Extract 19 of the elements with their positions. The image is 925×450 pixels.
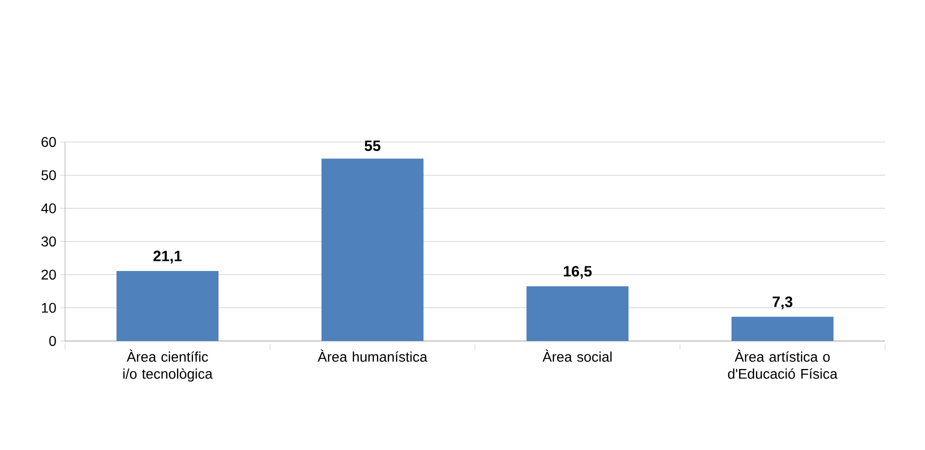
data-label: 55 [364,140,380,152]
data-label: 21,1 [153,250,182,264]
y-tick-label: 0 [49,336,56,346]
y-tick-label: 40 [41,203,56,214]
data-label: 7,3 [772,296,792,310]
y-tick-label: 60 [42,137,56,147]
data-label: 16,5 [564,266,592,279]
x-tick-label: Àrea humanística [318,350,428,362]
y-tick-label: 50 [41,170,56,180]
bar [526,286,629,341]
y-tick-label: 30 [41,236,56,246]
y-tick-label: 20 [42,270,56,280]
bar [322,158,424,341]
x-tick-label: Àrea social [542,350,612,362]
bar [732,316,834,341]
bar [116,271,219,341]
y-tick-label: 10 [42,302,56,313]
x-tick-label: Àrea científic i/o tecnològica [123,350,213,382]
x-tick-label: Àrea artística o d'Educació Física [728,350,838,379]
